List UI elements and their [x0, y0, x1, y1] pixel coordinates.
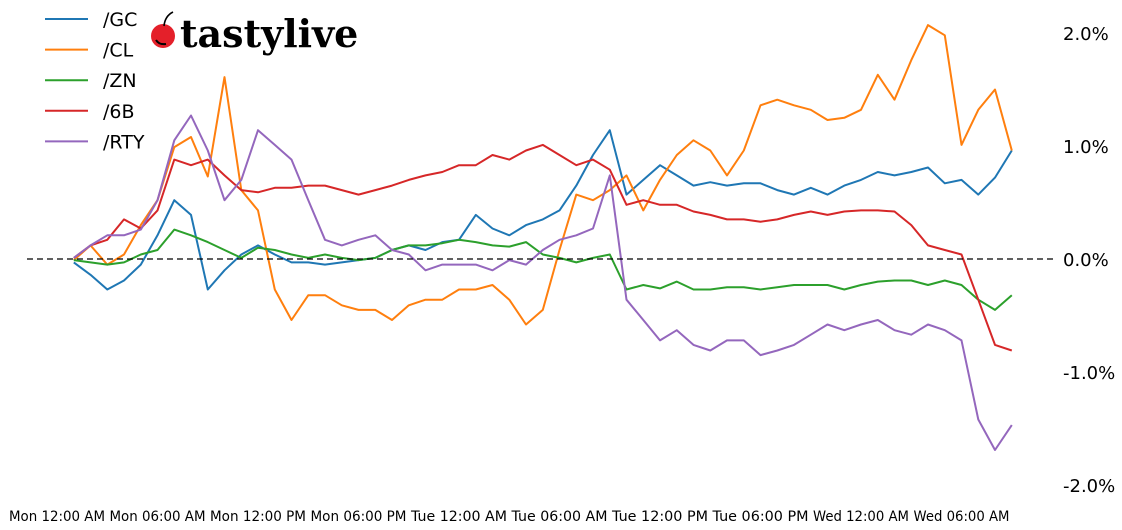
- legend-label: /ZN: [103, 70, 137, 92]
- x-tick-label: Wed 12:00 AM: [813, 509, 909, 525]
- legend-label: /6B: [103, 101, 135, 123]
- x-tick-label: Tue 06:00 AM: [510, 509, 607, 525]
- legend-item: /GC: [45, 9, 137, 31]
- x-tick-label: Tue 12:00 AM: [410, 509, 507, 525]
- legend-label: /RTY: [103, 131, 145, 153]
- series-line-cl: [73, 24, 1013, 326]
- legend-label: /CL: [103, 40, 134, 62]
- series-line-gc: [73, 129, 1013, 291]
- x-tick-label: Mon 06:00 PM: [311, 509, 407, 525]
- x-tick-label: Mon 12:00 PM: [210, 509, 306, 525]
- x-tick-label: Mon 06:00 AM: [110, 509, 206, 525]
- cherry-icon: [151, 11, 175, 48]
- series-line-rty: [73, 114, 1013, 451]
- x-tick-label: Mon 12:00 AM: [9, 509, 105, 525]
- x-tick-label: Tue 06:00 PM: [711, 509, 808, 525]
- series-layer: [73, 24, 1013, 451]
- legend-item: /RTY: [45, 131, 145, 153]
- y-tick-label: -2.0%: [1063, 476, 1115, 497]
- y-axis-ticks: 2.0% 1.0% 0.0% -1.0% -2.0%: [1063, 24, 1115, 497]
- legend-item: /ZN: [45, 70, 137, 92]
- y-tick-label: 0.0%: [1063, 250, 1109, 271]
- x-tick-label: Wed 06:00 AM: [914, 509, 1010, 525]
- legend: /GC/CL/ZN/6B/RTY: [45, 9, 145, 153]
- y-tick-label: 2.0%: [1063, 24, 1109, 45]
- legend-label: /GC: [103, 9, 137, 31]
- logo-text: tastylive: [180, 11, 358, 56]
- legend-item: /6B: [45, 101, 135, 123]
- series-line-6b: [73, 143, 1013, 352]
- y-tick-label: 1.0%: [1063, 137, 1109, 158]
- tastylive-logo: tastylive: [151, 11, 358, 56]
- x-tick-label: Tue 12:00 PM: [611, 509, 708, 525]
- y-tick-label: -1.0%: [1063, 363, 1115, 384]
- x-axis-ticks: Mon 12:00 AM Mon 06:00 AM Mon 12:00 PM Mon …: [9, 509, 1010, 525]
- series-line-zn: [73, 228, 1013, 311]
- legend-item: /CL: [45, 40, 134, 62]
